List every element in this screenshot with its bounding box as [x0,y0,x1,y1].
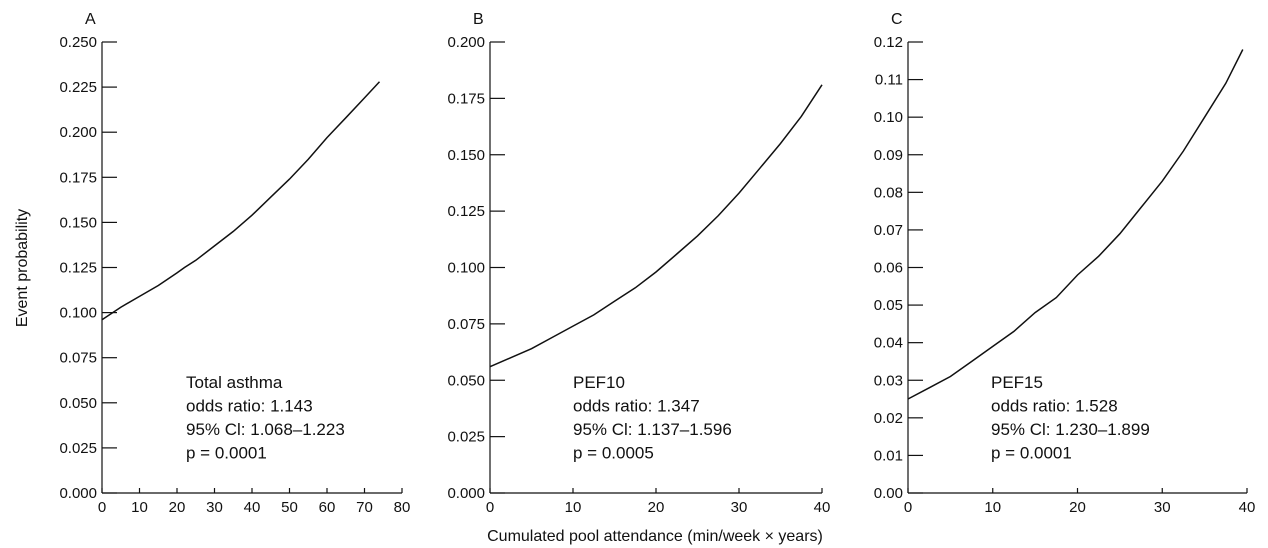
x-tick-label: 10 [565,499,582,516]
y-tick-label: 0.225 [59,79,97,96]
y-tick-label: 0.075 [447,316,485,333]
panel-a: A 0.000 0.025 0.050 0.075 0.100 0.125 0.150 0.17… [59,11,410,516]
x-tick-label: 70 [356,499,373,516]
y-tick-label: 0.100 [59,305,97,322]
y-tick-label: 0.125 [59,260,97,277]
annotation-line: 95% Cl: 1.068–1.223 [186,420,345,439]
panel-b: B 0.000 0.025 0.050 0.075 0.100 0.125 0.150 0.17… [447,11,830,516]
y-tick-label: 0.050 [59,395,97,412]
y-tick-label: 0.200 [447,34,485,51]
y-tick-label: 0.03 [874,372,903,389]
y-tick-label: 0.000 [59,485,97,502]
y-tick-label: 0.05 [874,297,903,314]
probability-curve [489,84,823,368]
y-tick-label: 0.025 [59,440,97,457]
y-tick-label: 0.125 [447,203,485,220]
y-tick-label: 0.075 [59,350,97,367]
y-tick-label: 0.06 [874,260,903,277]
probability-curve [907,49,1244,400]
x-tick-label: 30 [206,499,223,516]
annotation-line: Total asthma [186,373,283,392]
x-tick-label: 0 [98,499,106,516]
annotation-line: odds ratio: 1.347 [573,397,700,416]
panel-letter: B [473,11,484,28]
annotation-line: PEF15 [991,373,1043,392]
y-tick-label: 0.04 [874,335,903,352]
y-tick-label: 0.250 [59,34,97,51]
probability-curve [101,81,381,321]
y-tick-label: 0.11 [875,72,903,89]
annotation-line: 95% Cl: 1.230–1.899 [991,420,1150,439]
y-tick-label: 0.150 [59,214,97,231]
annotation-line: odds ratio: 1.528 [991,397,1118,416]
y-tick-label: 0.12 [874,34,903,51]
y-tick-label: 0.00 [874,485,903,502]
y-axis-title: Event probability [14,209,31,327]
y-tick-label: 0.100 [447,260,485,277]
annotation-line: p = 0.0001 [991,444,1072,463]
x-tick-label: 50 [281,499,298,516]
x-tick-label: 30 [731,499,748,516]
panel-letter: C [891,11,903,28]
x-tick-label: 60 [319,499,336,516]
x-tick-label: 10 [131,499,148,516]
panel-c: C 0.00 0.01 0.02 0.03 0.04 0.05 0.06 0.07 0.08 0.0… [874,11,1256,516]
y-tick-label: 0.02 [874,410,903,427]
annotation-line: odds ratio: 1.143 [186,397,313,416]
y-tick-label: 0.150 [447,147,485,164]
x-tick-label: 10 [984,499,1001,516]
y-tick-label: 0.000 [447,485,485,502]
y-tick-label: 0.09 [874,147,903,164]
x-tick-label: 0 [904,499,912,516]
x-tick-label: 20 [1069,499,1086,516]
annotation-line: 95% Cl: 1.137–1.596 [573,420,732,439]
x-tick-label: 30 [1154,499,1171,516]
x-tick-label: 40 [1239,499,1256,516]
x-tick-label: 80 [394,499,411,516]
x-tick-label: 20 [648,499,665,516]
y-tick-label: 0.07 [874,222,903,239]
y-tick-label: 0.175 [447,90,485,107]
x-tick-label: 40 [244,499,261,516]
x-tick-label: 40 [814,499,831,516]
y-tick-label: 0.175 [59,169,97,186]
y-tick-label: 0.10 [874,109,903,126]
annotation-line: p = 0.0001 [186,444,267,463]
y-tick-label: 0.200 [59,124,97,141]
y-tick-label: 0.01 [874,447,903,464]
annotation-line: p = 0.0005 [573,444,654,463]
panel-letter: A [85,11,96,28]
x-axis-title: Cumulated pool attendance (min/week × ye… [487,528,823,545]
x-tick-label: 20 [169,499,186,516]
y-tick-label: 0.025 [447,429,485,446]
y-tick-label: 0.08 [874,184,903,201]
x-tick-label: 0 [486,499,494,516]
y-tick-label: 0.050 [447,372,485,389]
annotation-line: PEF10 [573,373,625,392]
